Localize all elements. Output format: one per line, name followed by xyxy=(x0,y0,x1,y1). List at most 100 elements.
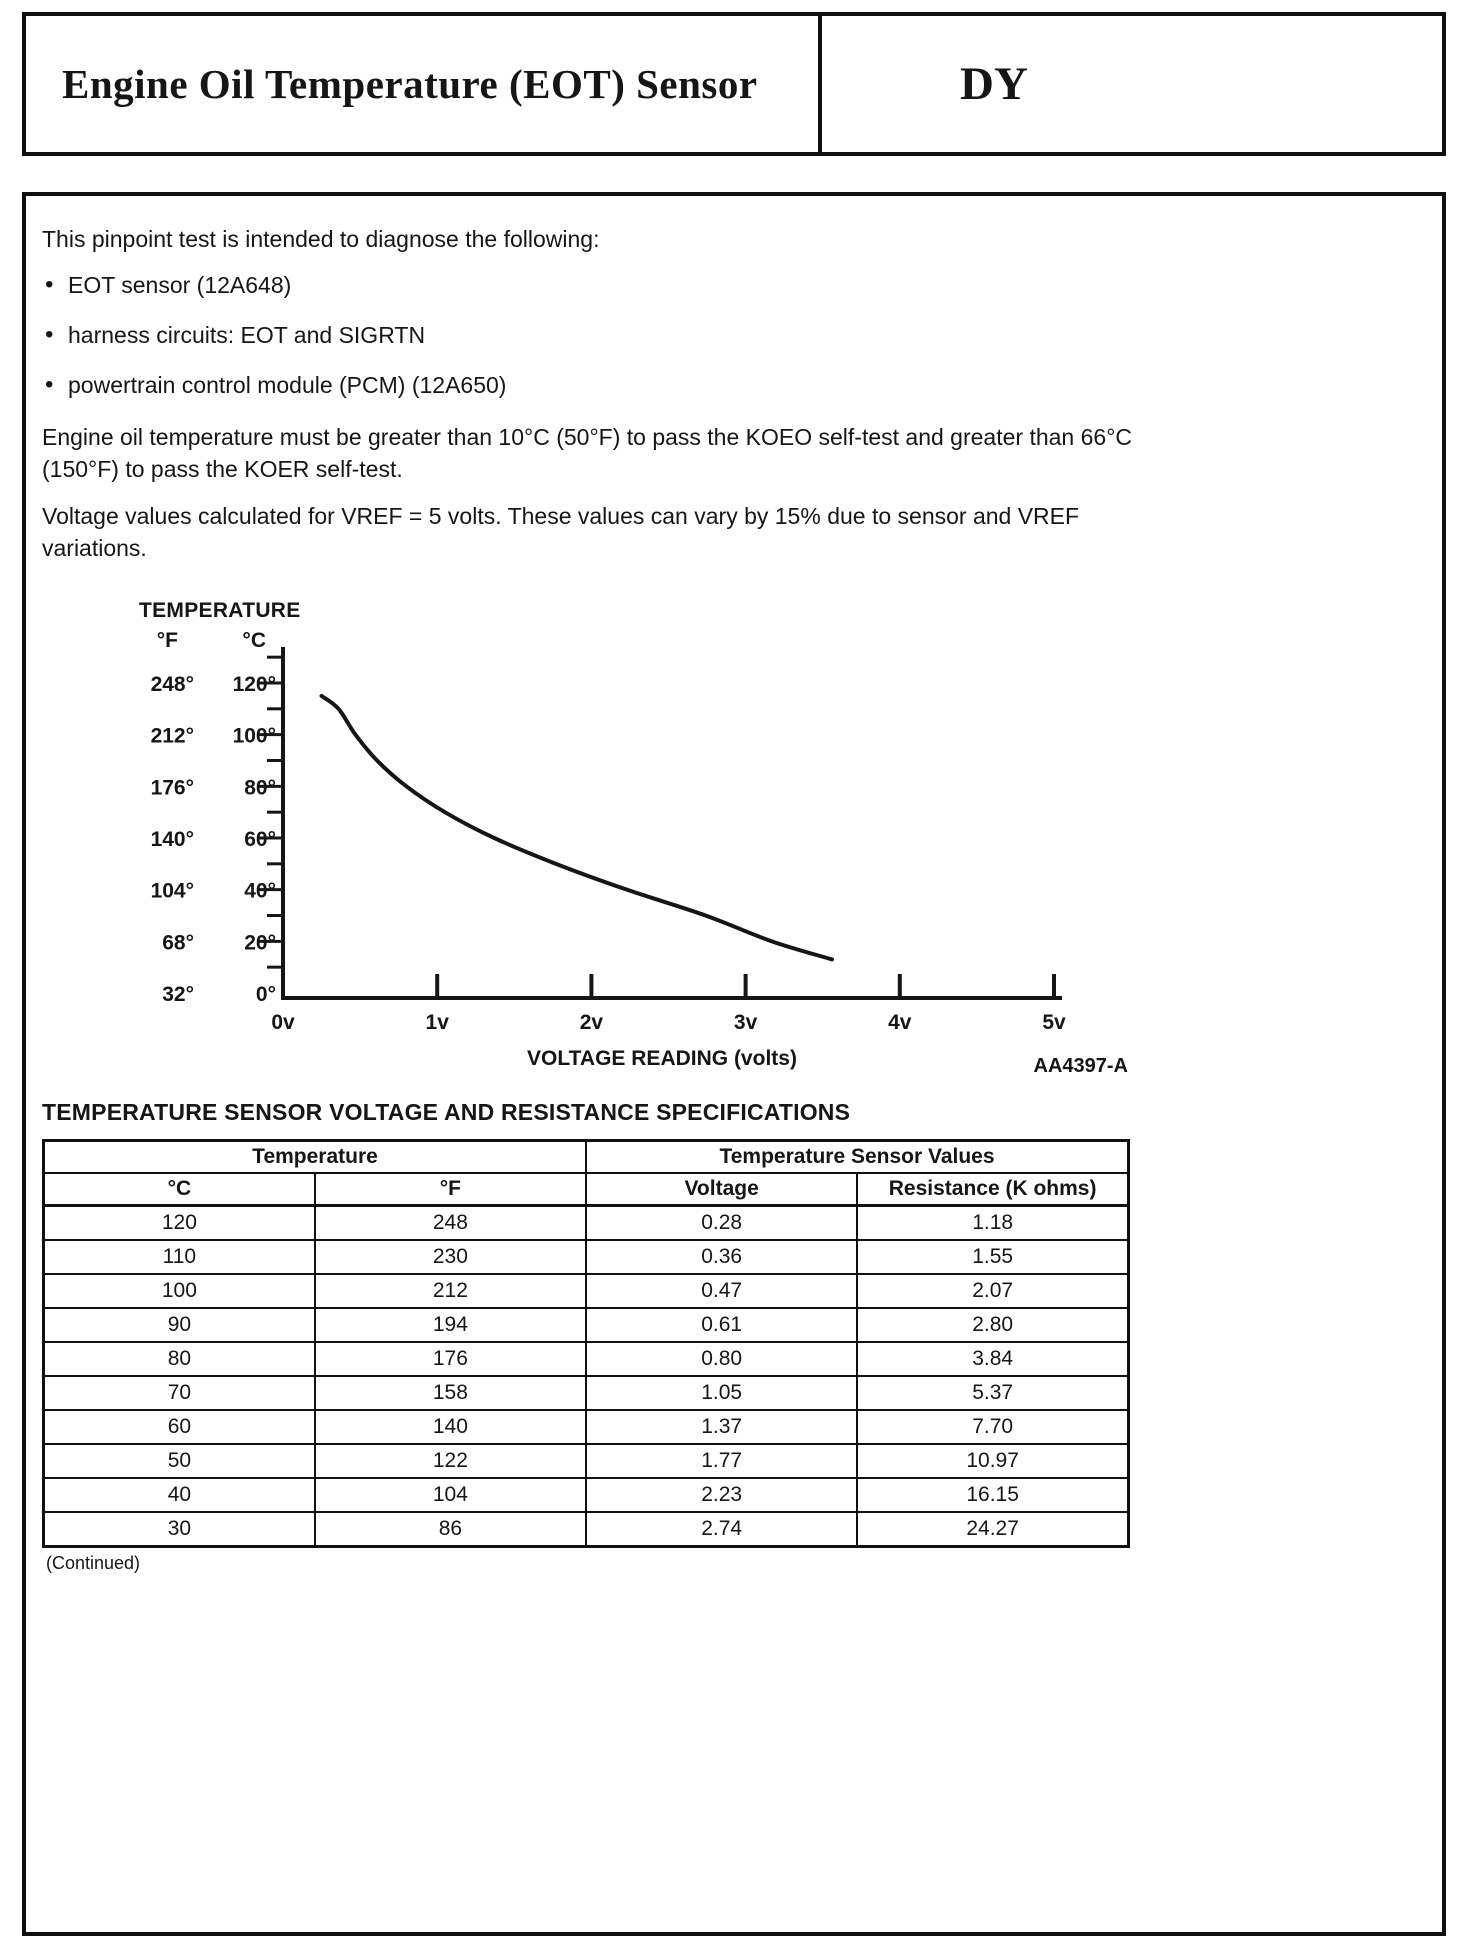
y-tick-label-f: 212° xyxy=(151,725,194,748)
x-tick-label: 4v xyxy=(888,1011,912,1034)
y-tick-label-f: 68° xyxy=(162,931,194,954)
x-tick-label: 0v xyxy=(271,1011,295,1034)
spec-table-body: 120 248 0.28 1.18 110 230 0.36 1.55 100 212 0.47 2.… xyxy=(42,1204,1130,1548)
table-cell: 2.23 xyxy=(584,1476,859,1513)
table-cell: 10.97 xyxy=(856,1442,1130,1479)
table-cell: 158 xyxy=(313,1374,588,1411)
spec-table-head: Temperature Temperature Sensor Values °C… xyxy=(42,1139,1130,1207)
y-tick-label-c: 120° xyxy=(233,673,276,696)
diagnosis-list: EOT sensor (12A648) harness circuits: EO… xyxy=(42,271,1386,399)
title-cell: Engine Oil Temperature (EOT) Sensor xyxy=(26,16,818,152)
y-tick-label-c: 0° xyxy=(256,983,276,1006)
table-cell: 40 xyxy=(42,1476,316,1513)
table-cell: 0.47 xyxy=(584,1272,859,1309)
table-cell: 80 xyxy=(42,1340,316,1377)
table-row: 100 212 0.47 2.07 xyxy=(42,1272,1130,1309)
vref-paragraph: Voltage values calculated for VREF = 5 v… xyxy=(42,503,1080,562)
table-cell: 120 xyxy=(42,1204,316,1241)
table-row: 60 140 1.37 7.70 xyxy=(42,1408,1130,1445)
chart-y-axis-title: TEMPERATURE xyxy=(139,598,301,622)
table-cell: 24.27 xyxy=(856,1510,1130,1548)
y-unit-fahrenheit: °F xyxy=(157,629,178,652)
table-row: 90 194 0.61 2.80 xyxy=(42,1306,1130,1343)
table-cell: 212 xyxy=(313,1272,588,1309)
table-cell: 0.61 xyxy=(584,1306,859,1343)
figure-reference: AA4397-A xyxy=(1033,1054,1128,1077)
table-cell: 140 xyxy=(313,1408,588,1445)
table-cell: 1.18 xyxy=(856,1204,1130,1241)
y-tick-label-c: 80° xyxy=(244,776,276,799)
table-cell: 122 xyxy=(313,1442,588,1479)
table-cell: 1.55 xyxy=(856,1238,1130,1275)
table-cell: 30 xyxy=(42,1510,316,1548)
table-row: 70 158 1.05 5.37 xyxy=(42,1374,1130,1411)
table-cell: 176 xyxy=(313,1340,588,1377)
table-cell: 0.80 xyxy=(584,1340,859,1377)
section-code: DY xyxy=(960,58,1028,110)
y-tick-label-f: 104° xyxy=(151,880,194,903)
y-unit-celsius: °C xyxy=(242,629,266,652)
column-header-celsius: °C xyxy=(42,1171,316,1207)
table-row: 80 176 0.80 3.84 xyxy=(42,1340,1130,1377)
table-cell: 2.07 xyxy=(856,1272,1130,1309)
sensor-curve xyxy=(319,693,834,962)
x-tick-label: 1v xyxy=(426,1011,450,1034)
table-cell: 0.36 xyxy=(584,1238,859,1275)
column-header-resistance: Resistance (K ohms) xyxy=(856,1171,1130,1207)
table-cell: 248 xyxy=(313,1204,588,1241)
table-cell: 90 xyxy=(42,1306,316,1343)
spec-table: Temperature Temperature Sensor Values °C… xyxy=(42,1138,1130,1548)
table-cell: 5.37 xyxy=(856,1374,1130,1411)
table-cell: 110 xyxy=(42,1238,316,1275)
table-cell: 230 xyxy=(313,1238,588,1275)
table-row: 50 122 1.77 10.97 xyxy=(42,1442,1130,1479)
spec-table-heading: TEMPERATURE SENSOR VOLTAGE AND RESISTANC… xyxy=(42,1098,851,1125)
table-cell: 3.84 xyxy=(856,1340,1130,1377)
list-item-pcm: powertrain control module (PCM) (12A650) xyxy=(42,371,1386,399)
y-tick-label-f: 248° xyxy=(151,673,194,696)
table-cell: 2.80 xyxy=(856,1306,1130,1343)
y-tick-label-c: 20° xyxy=(244,931,276,954)
temperature-requirement-paragraph: Engine oil temperature must be greater t… xyxy=(42,424,1132,482)
y-tick-label-f: 176° xyxy=(151,776,194,799)
column-header-row: °C °F Voltage Resistance (K ohms) xyxy=(42,1171,1130,1207)
group-header-sensor-values: Temperature Sensor Values xyxy=(585,1139,1130,1174)
table-cell: 0.28 xyxy=(584,1204,859,1241)
table-cell: 7.70 xyxy=(856,1408,1130,1445)
table-cell: 60 xyxy=(42,1408,316,1445)
table-cell: 1.77 xyxy=(584,1442,859,1479)
group-header-row: Temperature Temperature Sensor Values xyxy=(42,1139,1130,1174)
content-box: This pinpoint test is intended to diagno… xyxy=(22,192,1446,1936)
intro-lead: This pinpoint test is intended to diagno… xyxy=(42,226,600,252)
chart-x-axis-title: VOLTAGE READING (volts) xyxy=(527,1046,797,1070)
y-tick-label-f: 32° xyxy=(162,983,194,1006)
y-tick-label-c: 100° xyxy=(233,725,276,748)
page-title: Engine Oil Temperature (EOT) Sensor xyxy=(62,61,758,107)
y-tick-label-f: 140° xyxy=(151,828,194,851)
eot-voltage-chart: TEMPERATURE 0v 1v 2v 3v 4v 5v °F °C 248° 120° 212°… xyxy=(42,599,1386,1099)
x-tick-label: 2v xyxy=(580,1011,604,1034)
table-cell: 194 xyxy=(313,1306,588,1343)
eot-curve-svg: 0v 1v 2v 3v 4v 5v °F °C 248° 120° 212° 100° 176° 80° 1… xyxy=(151,629,1066,1034)
table-cell: 104 xyxy=(313,1476,588,1513)
table-cell: 16.15 xyxy=(856,1476,1130,1513)
group-header-temperature: Temperature xyxy=(42,1139,587,1174)
continued-note: (Continued) xyxy=(46,1552,141,1573)
table-cell: 2.74 xyxy=(584,1510,859,1548)
x-tick-label: 5v xyxy=(1042,1011,1066,1034)
table-row: 110 230 0.36 1.55 xyxy=(42,1238,1130,1275)
y-tick-label-c: 60° xyxy=(244,828,276,851)
x-tick-label: 3v xyxy=(734,1011,758,1034)
table-row: 120 248 0.28 1.18 xyxy=(42,1204,1130,1241)
column-header-voltage: Voltage xyxy=(584,1171,859,1207)
table-row: 40 104 2.23 16.15 xyxy=(42,1476,1130,1513)
section-code-cell: DY xyxy=(818,16,1442,152)
table-cell: 86 xyxy=(313,1510,588,1548)
table-cell: 1.37 xyxy=(584,1408,859,1445)
table-cell: 100 xyxy=(42,1272,316,1309)
list-item-eot-sensor: EOT sensor (12A648) xyxy=(42,271,1386,299)
table-row: 30 86 2.74 24.27 xyxy=(42,1510,1130,1548)
column-header-fahrenheit: °F xyxy=(313,1171,588,1207)
table-cell: 1.05 xyxy=(584,1374,859,1411)
